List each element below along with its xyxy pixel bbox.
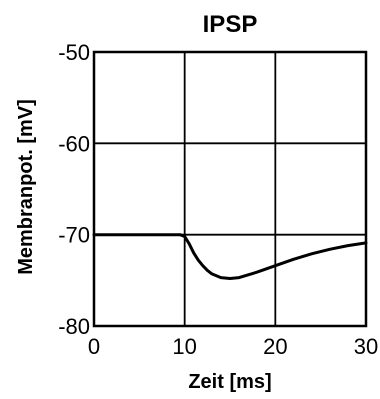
y-axis-label: Membranpot. [mV] bbox=[15, 99, 37, 275]
plot-frame bbox=[92, 50, 368, 328]
y-tick-label: -60 bbox=[58, 131, 90, 156]
x-tick-labels: 0 10 20 30 bbox=[88, 334, 378, 359]
ipsp-trace-line bbox=[92, 233, 368, 280]
grid-lines bbox=[94, 52, 366, 326]
y-tick-labels: -50 -60 -70 -80 bbox=[58, 40, 90, 339]
y-tick-label: -70 bbox=[58, 223, 90, 248]
chart-title: IPSP bbox=[203, 11, 258, 38]
x-tick-label: 10 bbox=[172, 334, 196, 359]
x-axis-label: Zeit [ms] bbox=[188, 371, 271, 393]
x-tick-label: 30 bbox=[354, 334, 378, 359]
x-tick-label: 0 bbox=[88, 334, 100, 359]
y-tick-label: -50 bbox=[58, 40, 90, 65]
series-group bbox=[92, 233, 368, 280]
y-tick-label: -80 bbox=[58, 314, 90, 339]
x-tick-label: 20 bbox=[263, 334, 287, 359]
